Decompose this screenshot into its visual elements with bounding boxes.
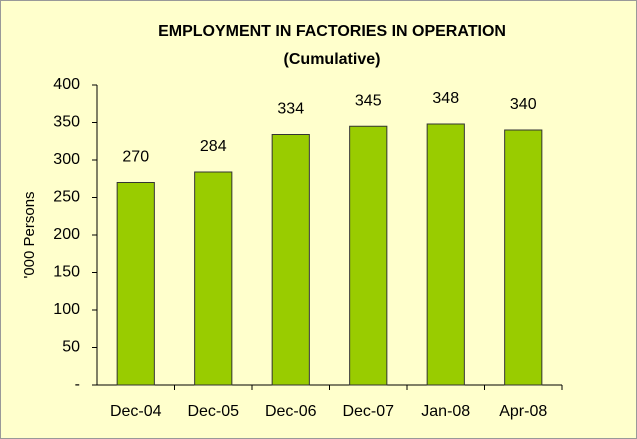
chart-subtitle: (Cumulative) bbox=[284, 51, 381, 68]
data-label: 334 bbox=[277, 101, 304, 118]
y-tick-label: 100 bbox=[53, 301, 80, 318]
x-tick-label: Dec-07 bbox=[342, 403, 394, 420]
y-tick-label: 50 bbox=[62, 339, 80, 356]
chart-title: EMPLOYMENT IN FACTORIES IN OPERATION bbox=[158, 23, 506, 40]
y-tick-label: 300 bbox=[53, 151, 80, 168]
data-label: 340 bbox=[510, 96, 537, 113]
y-axis-label: '000 Persons bbox=[21, 191, 38, 278]
y-tick-label: 350 bbox=[53, 114, 80, 131]
y-tick-label: - bbox=[75, 376, 80, 393]
y-tick-label: 400 bbox=[53, 76, 80, 93]
bar bbox=[271, 134, 310, 386]
x-tick-label: Dec-06 bbox=[265, 403, 317, 420]
data-label: 284 bbox=[200, 138, 227, 155]
bar bbox=[349, 125, 388, 386]
data-label: 270 bbox=[122, 149, 149, 166]
bar bbox=[194, 171, 233, 386]
y-tick-label: 150 bbox=[53, 264, 80, 281]
x-tick-label: Dec-05 bbox=[187, 403, 239, 420]
x-tick-label: Dec-04 bbox=[110, 403, 162, 420]
x-tick-label: Jan-08 bbox=[421, 403, 470, 420]
data-label: 348 bbox=[432, 90, 459, 107]
x-tick-label: Apr-08 bbox=[499, 403, 547, 420]
y-tick-label: 250 bbox=[53, 189, 80, 206]
data-label: 345 bbox=[355, 92, 382, 109]
y-tick-label: 200 bbox=[53, 226, 80, 243]
bar bbox=[116, 182, 155, 386]
bar bbox=[504, 129, 543, 386]
bar bbox=[426, 123, 465, 386]
